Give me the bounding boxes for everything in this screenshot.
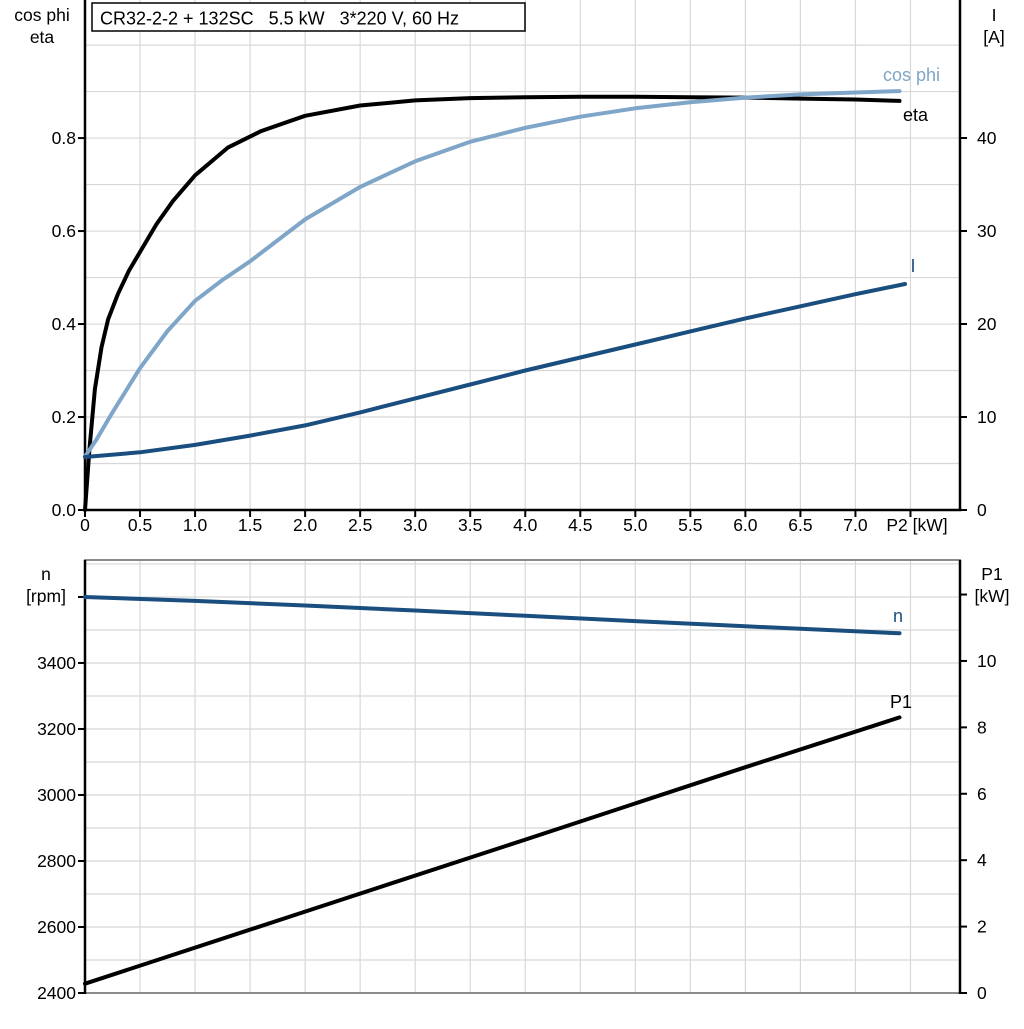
bottom-right-axis-name-line1: P1 [981, 564, 1002, 584]
left-axis-tick-label: 2400 [37, 983, 76, 1003]
x-axis-tick-label: 3.5 [458, 515, 482, 535]
right-axis-tick-label: 40 [977, 128, 997, 148]
x-axis-tick-label: 0 [80, 515, 90, 535]
left-axis-tick-label: 3200 [37, 719, 76, 739]
bottom-left-axis-name-line2: [rpm] [26, 586, 66, 606]
curve-i [83, 282, 907, 459]
right-axis-tick-label: 6 [977, 784, 987, 804]
cos-phi-curve-label: cos phi [883, 65, 940, 85]
right-axis-tick-label: 0 [977, 500, 987, 520]
x-axis-tick-label: 5.0 [623, 515, 648, 535]
x-axis-tick-label: 1.0 [183, 515, 208, 535]
top-right-axis-name-line1: I [992, 5, 997, 25]
left-axis-tick-label: 0.6 [52, 221, 76, 241]
curve-cos-phi [83, 89, 902, 459]
left-axis-tick-label: 3000 [37, 785, 76, 805]
right-axis-tick-label: 30 [977, 221, 997, 241]
chart-title: CR32-2-2 + 132SC 5.5 kW 3*220 V, 60 Hz [100, 9, 459, 29]
right-axis-tick-label: 4 [977, 850, 987, 870]
bottom-left-axis-name-line1: n [41, 564, 51, 584]
x-axis-unit-label: P2 [kW] [886, 515, 947, 535]
left-axis-tick-label: 2600 [37, 917, 76, 937]
title-box [91, 2, 526, 32]
right-axis-tick-label: 10 [977, 407, 997, 427]
right-axis-tick-label: 10 [977, 651, 997, 671]
x-axis-tick-label: 3.0 [403, 515, 428, 535]
x-axis-tick-label: 0.5 [128, 515, 152, 535]
left-axis-tick-label: 2800 [37, 851, 76, 871]
x-axis-tick-label: 1.5 [238, 515, 262, 535]
x-axis-tick-label: 7.0 [843, 515, 868, 535]
x-axis-tick-label: 6.5 [788, 515, 812, 535]
axes-layer [78, 0, 967, 994]
right-axis-tick-label: 8 [977, 717, 987, 737]
grid-layer [85, 0, 960, 993]
x-axis-tick-label: 4.5 [568, 515, 592, 535]
curves-layer [83, 89, 907, 986]
curve-eta [83, 94, 902, 512]
left-axis-tick-label: 0.0 [52, 500, 77, 520]
top-left-axis-name-line2: eta [30, 27, 55, 47]
left-axis-tick-label: 3400 [37, 653, 76, 673]
x-axis-tick-label: 6.0 [733, 515, 758, 535]
x-axis-tick-label: 4.0 [513, 515, 538, 535]
x-axis-tick-label: 2.5 [348, 515, 372, 535]
left-axis-tick-label: 0.8 [52, 128, 76, 148]
eta-curve-label: eta [903, 105, 929, 125]
p1-curve-label: P1 [890, 692, 912, 712]
current-curve-label: I [910, 256, 915, 276]
speed-curve-label: n [893, 606, 903, 626]
right-axis-tick-label: 2 [977, 917, 987, 937]
bottom-right-axis-name-line2: [kW] [975, 586, 1010, 606]
left-axis-tick-label: 0.2 [52, 407, 76, 427]
right-axis-tick-label: 0 [977, 983, 987, 1003]
x-axis-tick-label: 5.5 [678, 515, 702, 535]
curve-n [83, 595, 902, 636]
x-axis-tick-label: 2.0 [293, 515, 318, 535]
left-axis-tick-label: 0.4 [52, 314, 77, 334]
top-left-axis-name-line1: cos phi [14, 5, 69, 25]
right-axis-tick-label: 20 [977, 314, 997, 334]
curve-p1 [83, 715, 902, 986]
top-right-axis-name-line2: [A] [983, 27, 1004, 47]
